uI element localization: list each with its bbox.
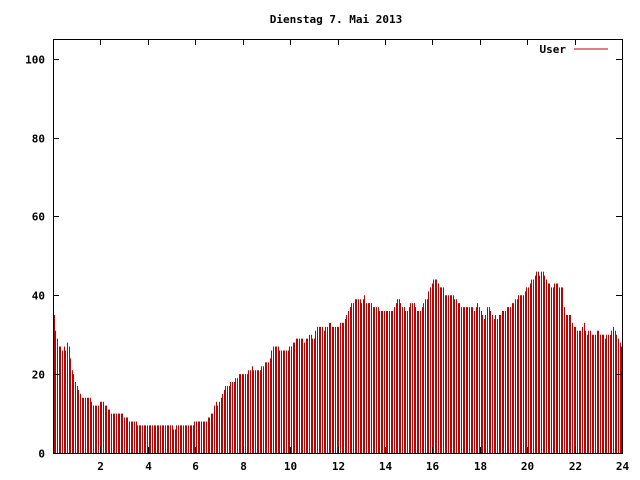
x-tick-label: 10: [284, 460, 297, 473]
y-axis: 0 20 40 60 80 100: [25, 54, 622, 461]
x-tick-label: 24: [616, 460, 630, 473]
x-tick-label: 20: [521, 460, 534, 473]
bar-series-user: [54, 271, 622, 453]
legend-label-user: User: [540, 43, 567, 56]
x-tick-label: 22: [569, 460, 582, 473]
x-axis: 2 4 6 8 10 12 14 16 18 20 22 24: [97, 39, 629, 473]
x-tick-label: 6: [192, 460, 199, 473]
y-tick-label: 20: [32, 369, 45, 382]
x-tick-label: 8: [240, 460, 247, 473]
y-tick-label: 60: [32, 211, 45, 224]
y-tick-label: 40: [32, 290, 45, 303]
chart-title: Dienstag 7. Mai 2013: [270, 13, 402, 26]
legend: User: [540, 43, 608, 56]
x-tick-label: 14: [379, 460, 393, 473]
x-tick-label: 18: [474, 460, 487, 473]
x-tick-label: 2: [97, 460, 104, 473]
x-tick-label: 4: [145, 460, 152, 473]
x-tick-label: 16: [426, 460, 440, 473]
y-tick-label: 80: [32, 133, 45, 146]
y-tick-label: 0: [38, 448, 45, 461]
x-tick-label: 12: [332, 460, 345, 473]
y-tick-label: 100: [25, 54, 45, 67]
